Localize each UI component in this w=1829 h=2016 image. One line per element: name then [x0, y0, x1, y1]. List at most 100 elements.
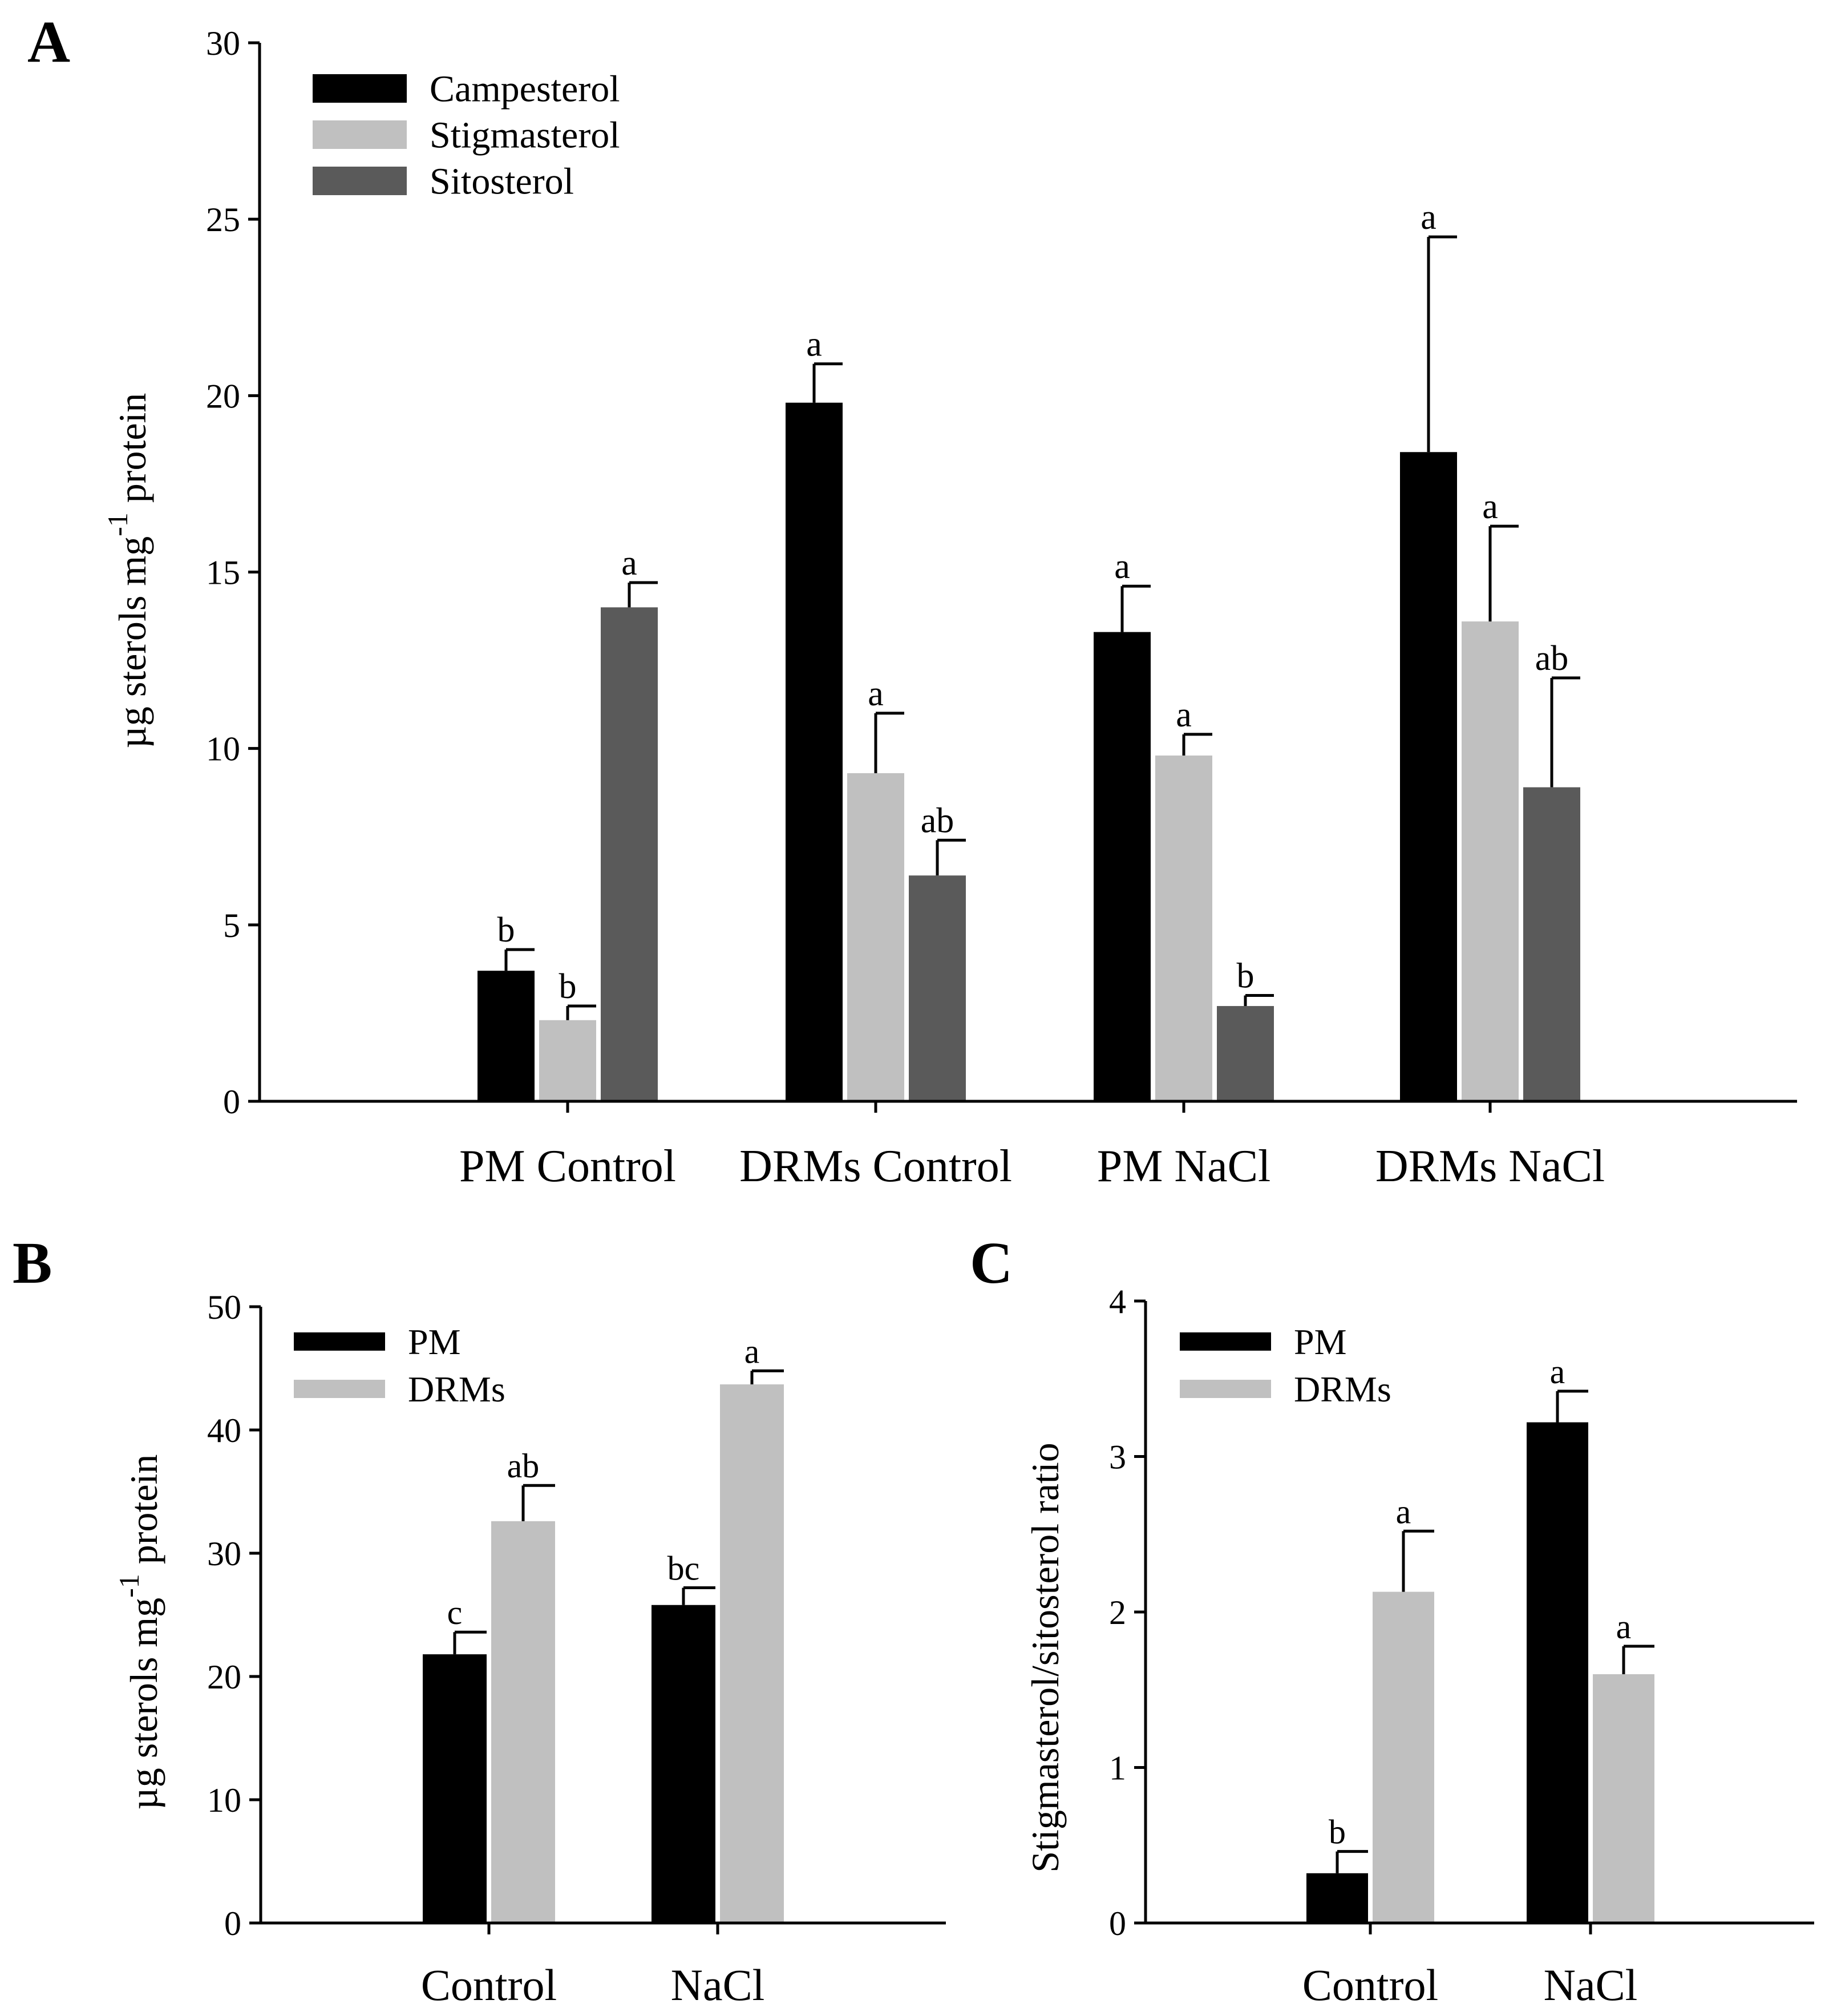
panel-a-y-tick-label-4: 20	[206, 377, 240, 415]
panel-a-y-axis-label-main: µg sterols mg	[111, 536, 154, 749]
panel-a-bar-stigmasterol-0	[539, 1020, 596, 1101]
panel-b-bar-drms-1	[720, 1384, 784, 1923]
panel-b-sig-label-1-0: ab	[507, 1447, 540, 1485]
panel-b-y-axis-label-end: protein	[122, 1455, 165, 1574]
panel-a-legend-label-campesterol: Campesterol	[430, 68, 620, 110]
panel-a-y-axis-label-sup: -1	[102, 512, 133, 536]
panel-a-sig-label-0-2: a	[1114, 547, 1130, 586]
panel-a-x-tick-label-1: DRMs Control	[739, 1141, 1012, 1191]
panel-c-x-tick-label-0: Control	[1302, 1960, 1438, 2010]
panel-a-bar-sitosterol-0	[601, 607, 658, 1101]
panel-a-sig-label-2-1: ab	[921, 801, 954, 840]
panel-c-y-tick-label-2: 2	[1109, 1594, 1126, 1631]
panel-a-y-axis-label-end: protein	[111, 393, 154, 513]
panel-c-y-tick-label-4: 4	[1109, 1283, 1126, 1320]
panel-c-y-axis-label: Stigmasterol/sitosterol ratio	[1023, 1443, 1067, 1873]
panel-b-y-axis-label-main: µg sterols mg	[122, 1598, 165, 1810]
panel-c-y-tick-label-0: 0	[1109, 1905, 1126, 1942]
panel-c-bar-pm-0	[1306, 1873, 1368, 1923]
panel-b-y-axis-label: µg sterols mg-1 protein	[113, 1455, 165, 1810]
panel-b-sig-label-0-1: bc	[667, 1549, 700, 1587]
panel-b-x-tick-label-1: NaCl	[671, 1960, 765, 2010]
panel-a-sig-label-1-1: a	[868, 674, 884, 713]
panel-c-y-tick-label-3: 3	[1109, 1439, 1126, 1476]
panel-b-plot: µg sterols mg-1 protein c bc ab a 0 10 20 30 40 5…	[113, 1288, 946, 2010]
panel-c: C Stigmasterol/sitosterol ratio b a a a 0 1 2 3…	[970, 1230, 1814, 2010]
panel-b-y-tick-label-4: 40	[207, 1412, 241, 1449]
panel-c-label: C	[970, 1230, 1013, 1296]
panel-c-bar-pm-1	[1527, 1422, 1588, 1923]
panel-a-sig-label-1-3: a	[1482, 487, 1498, 526]
panel-b-y-tick-label-5: 50	[207, 1288, 241, 1326]
panel-a-label: A	[27, 9, 70, 75]
panel-a-legend-swatch-sitosterol	[313, 167, 407, 195]
panel-a-y-tick-label-1: 5	[223, 907, 240, 944]
panel-a-bar-stigmasterol-2	[1155, 756, 1212, 1101]
panel-b-x-tick-label-0: Control	[421, 1960, 557, 2010]
panel-a-sig-label-2-3: ab	[1535, 639, 1569, 678]
svg-text:µg sterols mg-1 protein: µg sterols mg-1 protein	[113, 1455, 165, 1810]
panel-a-x-tick-label-0: PM Control	[459, 1141, 676, 1191]
panel-b-label: B	[13, 1230, 52, 1296]
panel-c-sig-label-0-1: a	[1550, 1353, 1565, 1391]
panel-a-y-tick-label-2: 10	[206, 730, 240, 768]
panel-a-bar-stigmasterol-1	[847, 773, 904, 1101]
svg-text:Stigmasterol/sitosterol ratio: Stigmasterol/sitosterol ratio	[1023, 1443, 1067, 1873]
panel-c-y-axis-label-main: Stigmasterol/sitosterol ratio	[1023, 1443, 1067, 1873]
panel-a-bar-campesterol-0	[478, 971, 535, 1101]
panel-a-sig-label-2-2: b	[1237, 957, 1255, 996]
panel-a-y-tick-label-3: 15	[206, 554, 240, 592]
panel-a-sig-label-1-0: b	[559, 967, 577, 1006]
panel-a-sig-label-0-1: a	[806, 325, 822, 364]
panel-b-bar-pm-1	[652, 1605, 715, 1923]
panel-a-plot: µg sterols mg-1 protein baabaaaaabbaba05…	[102, 25, 1797, 1191]
panel-a-y-axis-label: µg sterols mg-1 protein	[102, 393, 154, 749]
panel-a-sig-label-1-2: a	[1176, 696, 1192, 734]
panel-c-x-tick-label-1: NaCl	[1544, 1960, 1638, 2010]
panel-a-legend-swatch-campesterol	[313, 74, 407, 103]
panel-a-x-tick-label-3: DRMs NaCl	[1375, 1141, 1605, 1191]
panel-a-sig-label-top: a	[1421, 198, 1437, 237]
panel-c-y-tick-label-1: 1	[1109, 1750, 1126, 1787]
panel-c-bar-drms-0	[1373, 1591, 1434, 1923]
panel-b-legend-label-drms: DRMs	[408, 1369, 505, 1409]
panel-b-y-axis-label-sup: -1	[113, 1574, 145, 1598]
panel-b-y-tick-label-3: 30	[207, 1535, 241, 1573]
panel-a-sig-label-0-0: b	[497, 911, 515, 950]
panel-b-y-tick-label-0: 0	[224, 1905, 241, 1942]
panel-c-sig-label-1-1: a	[1616, 1608, 1632, 1646]
panel-c-legend-label-pm: PM	[1294, 1322, 1347, 1362]
panel-b-bar-drms-0	[491, 1521, 555, 1923]
panel-a: A µg sterols mg-1 protein baabaaaaabbaba…	[27, 9, 1797, 1191]
panel-b-y-tick-label-1: 10	[207, 1781, 241, 1819]
panel-c-legend-label-drms: DRMs	[1294, 1369, 1391, 1409]
panel-a-bar-sitosterol-3	[1523, 787, 1580, 1101]
panel-b-legend-swatch-pm	[294, 1332, 385, 1351]
panel-a-bar-sitosterol-1	[909, 875, 966, 1101]
panel-a-x-tick-label-2: PM NaCl	[1097, 1141, 1271, 1191]
panel-c-sig-label-0-0: b	[1329, 1813, 1346, 1851]
panel-a-bar-campesterol-2	[1094, 632, 1151, 1101]
panel-c-legend-swatch-pm	[1180, 1332, 1271, 1351]
panel-a-y-tick-label-0: 0	[223, 1083, 240, 1121]
panel-a-legend-label-stigmasterol: Stigmasterol	[430, 114, 620, 156]
panel-a-sig-label-2-0: a	[621, 544, 637, 583]
panel-c-bar-drms-1	[1593, 1674, 1654, 1923]
panel-c-plot: Stigmasterol/sitosterol ratio b a a a 0 1 2 3 4 C…	[1023, 1283, 1814, 2010]
panel-b-legend-swatch-drms	[294, 1380, 385, 1398]
panel-c-sig-label-1-0: a	[1396, 1493, 1411, 1530]
panel-a-legend-label-sitosterol: Sitosterol	[430, 160, 574, 202]
panel-b-sig-label-1-1: a	[744, 1332, 760, 1370]
panel-b-sig-label-0-0: c	[447, 1594, 463, 1631]
panel-a-legend-swatch-stigmasterol	[313, 120, 407, 149]
panel-a-y-tick-label-6: 30	[206, 25, 240, 62]
panel-a-bar-campesterol-3	[1400, 452, 1457, 1102]
panel-a-bar-campesterol-1	[786, 402, 843, 1102]
panel-b-y-tick-label-2: 20	[207, 1658, 241, 1696]
panel-a-bar-stigmasterol-3	[1462, 621, 1519, 1101]
panel-b-bar-pm-0	[423, 1654, 487, 1923]
svg-text:µg sterols mg-1 protein: µg sterols mg-1 protein	[102, 393, 154, 749]
panel-b-legend-label-pm: PM	[408, 1322, 461, 1362]
panel-a-bar-sitosterol-2	[1217, 1006, 1274, 1101]
